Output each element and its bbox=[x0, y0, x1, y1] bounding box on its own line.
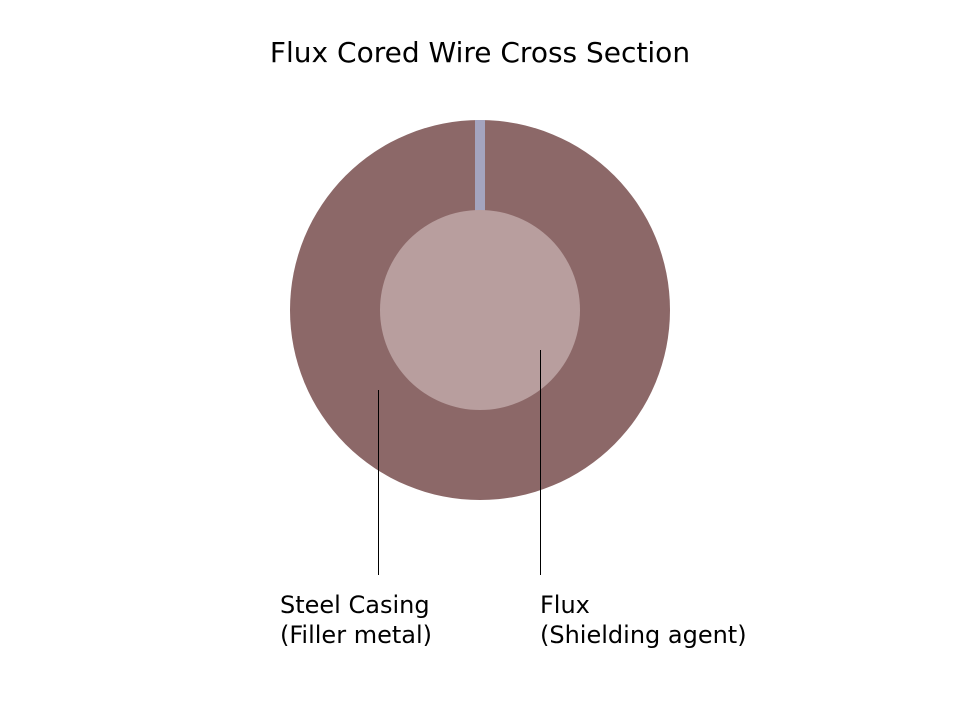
label-steel-casing-line2: (Filler metal) bbox=[280, 621, 432, 649]
casing-seam bbox=[475, 120, 485, 212]
label-flux-line2: (Shielding agent) bbox=[540, 621, 747, 649]
diagram-title: Flux Cored Wire Cross Section bbox=[0, 36, 960, 69]
leader-line-flux bbox=[540, 350, 541, 575]
label-flux-line1: Flux bbox=[540, 591, 590, 619]
inner-circle-flux-core bbox=[380, 210, 580, 410]
label-flux: Flux (Shielding agent) bbox=[540, 590, 747, 650]
diagram-stage: { "canvas": { "width": 960, "height": 72… bbox=[0, 0, 960, 720]
label-steel-casing: Steel Casing (Filler metal) bbox=[280, 590, 432, 650]
label-steel-casing-line1: Steel Casing bbox=[280, 591, 430, 619]
leader-line-steel-casing bbox=[378, 390, 379, 575]
